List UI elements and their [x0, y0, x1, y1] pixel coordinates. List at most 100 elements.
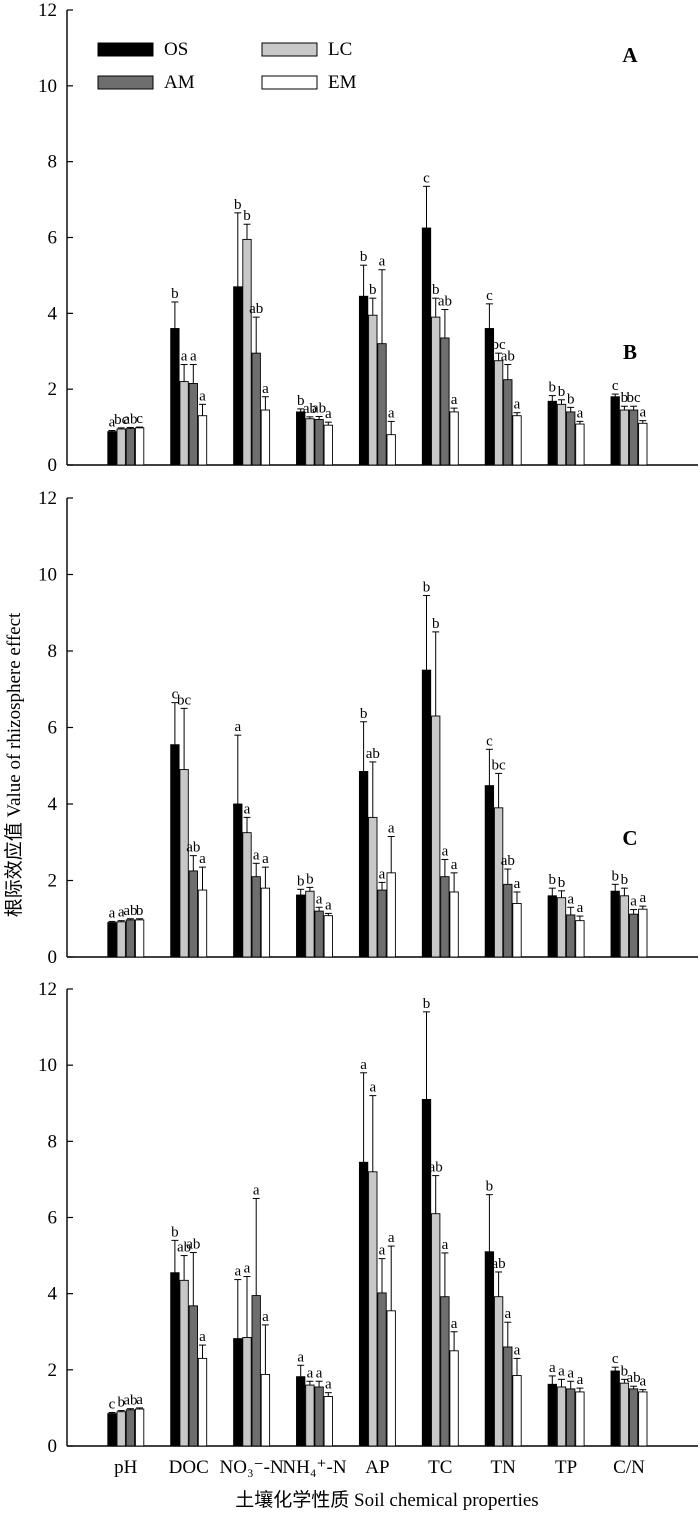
significance-label: a	[504, 1306, 511, 1322]
significance-label: a	[136, 1392, 143, 1408]
bar-EM	[638, 1391, 648, 1447]
y-tick-label: 12	[38, 979, 57, 1000]
significance-label: ab	[627, 1370, 641, 1386]
significance-label: c	[423, 170, 430, 186]
significance-label: ab	[438, 294, 452, 310]
significance-label: c	[109, 1396, 116, 1412]
bar-LC	[305, 418, 315, 466]
bar-AM	[188, 1305, 198, 1447]
x-tick-label: C/N	[613, 1457, 645, 1478]
y-tick-label: 4	[48, 794, 58, 815]
panel-label: A	[622, 43, 638, 67]
significance-label: b	[558, 875, 566, 891]
bar-OS	[107, 431, 117, 466]
bar-AM	[628, 913, 639, 958]
bar-OS	[484, 1251, 495, 1447]
significance-label: b	[360, 706, 368, 722]
significance-label: a	[109, 414, 116, 430]
bar-OS	[358, 771, 369, 958]
bar-OS	[296, 411, 306, 466]
significance-label: ab	[492, 1256, 506, 1272]
bar-EM	[449, 891, 459, 958]
bar-EM	[260, 409, 271, 466]
x-tick-label: pH	[114, 1457, 138, 1478]
bar-AM	[628, 1388, 639, 1447]
significance-label: b	[567, 391, 575, 407]
significance-label: a	[181, 349, 188, 365]
legend-label: OS	[164, 39, 188, 60]
significance-label: a	[253, 1182, 260, 1198]
bar-LC	[556, 897, 567, 958]
bar-AM	[503, 883, 513, 958]
significance-label: a	[514, 397, 521, 413]
significance-label: a	[567, 1365, 574, 1381]
bar-EM	[134, 1408, 145, 1447]
bar-OS	[107, 1413, 117, 1447]
x-tick-label: NO₃⁻-N	[220, 1457, 284, 1478]
legend-label: LC	[328, 39, 352, 60]
bar-EM	[638, 422, 648, 466]
significance-label: a	[316, 1365, 323, 1381]
significance-label: a	[379, 254, 386, 270]
bar-EM	[323, 424, 333, 466]
significance-label: a	[244, 801, 251, 817]
significance-label: a	[262, 851, 269, 867]
significance-label: a	[577, 1372, 584, 1388]
legend-label: EM	[328, 72, 357, 93]
significance-label: a	[325, 897, 332, 913]
bar-LC	[556, 403, 567, 466]
significance-label: a	[379, 866, 386, 882]
legend-swatch-OS	[97, 42, 154, 57]
significance-label: a	[630, 894, 637, 910]
bar-OS	[421, 227, 432, 466]
y-tick-label: 8	[48, 1131, 58, 1152]
y-tick-label: 12	[38, 488, 57, 509]
bar-OS	[233, 286, 243, 466]
significance-label: b	[136, 903, 144, 919]
bar-LC	[431, 1213, 441, 1447]
bar-AM	[314, 419, 324, 466]
bar-OS	[296, 894, 306, 958]
bar-AM	[251, 876, 261, 958]
significance-label: c	[486, 733, 493, 749]
bar-EM	[260, 887, 271, 958]
significance-label: a	[639, 1374, 646, 1390]
significance-label: a	[549, 1360, 556, 1376]
bar-AM	[628, 409, 639, 466]
y-tick-label: 10	[38, 76, 57, 97]
y-tick-label: 4	[48, 303, 58, 324]
bar-EM	[512, 1375, 522, 1447]
significance-label: bc	[627, 390, 642, 406]
x-tick-label: TN	[491, 1457, 517, 1478]
significance-label: b	[432, 616, 440, 632]
bar-LC	[368, 1171, 378, 1447]
bar-EM	[197, 415, 208, 466]
y-tick-label: 2	[48, 1360, 58, 1381]
significance-label: a	[639, 890, 646, 906]
panel-label: C	[622, 826, 637, 850]
bar-OS	[233, 803, 243, 958]
significance-label: b	[432, 282, 440, 298]
significance-label: b	[234, 197, 242, 213]
legend-swatch-LC	[261, 42, 318, 57]
bar-OS	[547, 1383, 557, 1447]
significance-label: a	[262, 381, 269, 397]
significance-label: c	[612, 378, 619, 394]
bar-AM	[377, 889, 387, 958]
bar-AM	[125, 919, 136, 958]
bar-OS	[610, 890, 620, 958]
bar-AM	[251, 352, 261, 466]
bar-AM	[188, 383, 198, 466]
significance-label: ab	[177, 1240, 191, 1256]
significance-label: b	[171, 1224, 179, 1240]
significance-label: c	[136, 411, 143, 427]
bar-OS	[547, 400, 557, 466]
bar-LC	[179, 381, 189, 466]
bar-AM	[125, 428, 136, 466]
significance-label: a	[316, 891, 323, 907]
significance-label: a	[234, 719, 241, 735]
bar-AM	[566, 1388, 576, 1447]
significance-label: b	[243, 208, 251, 224]
bar-OS	[170, 744, 180, 958]
